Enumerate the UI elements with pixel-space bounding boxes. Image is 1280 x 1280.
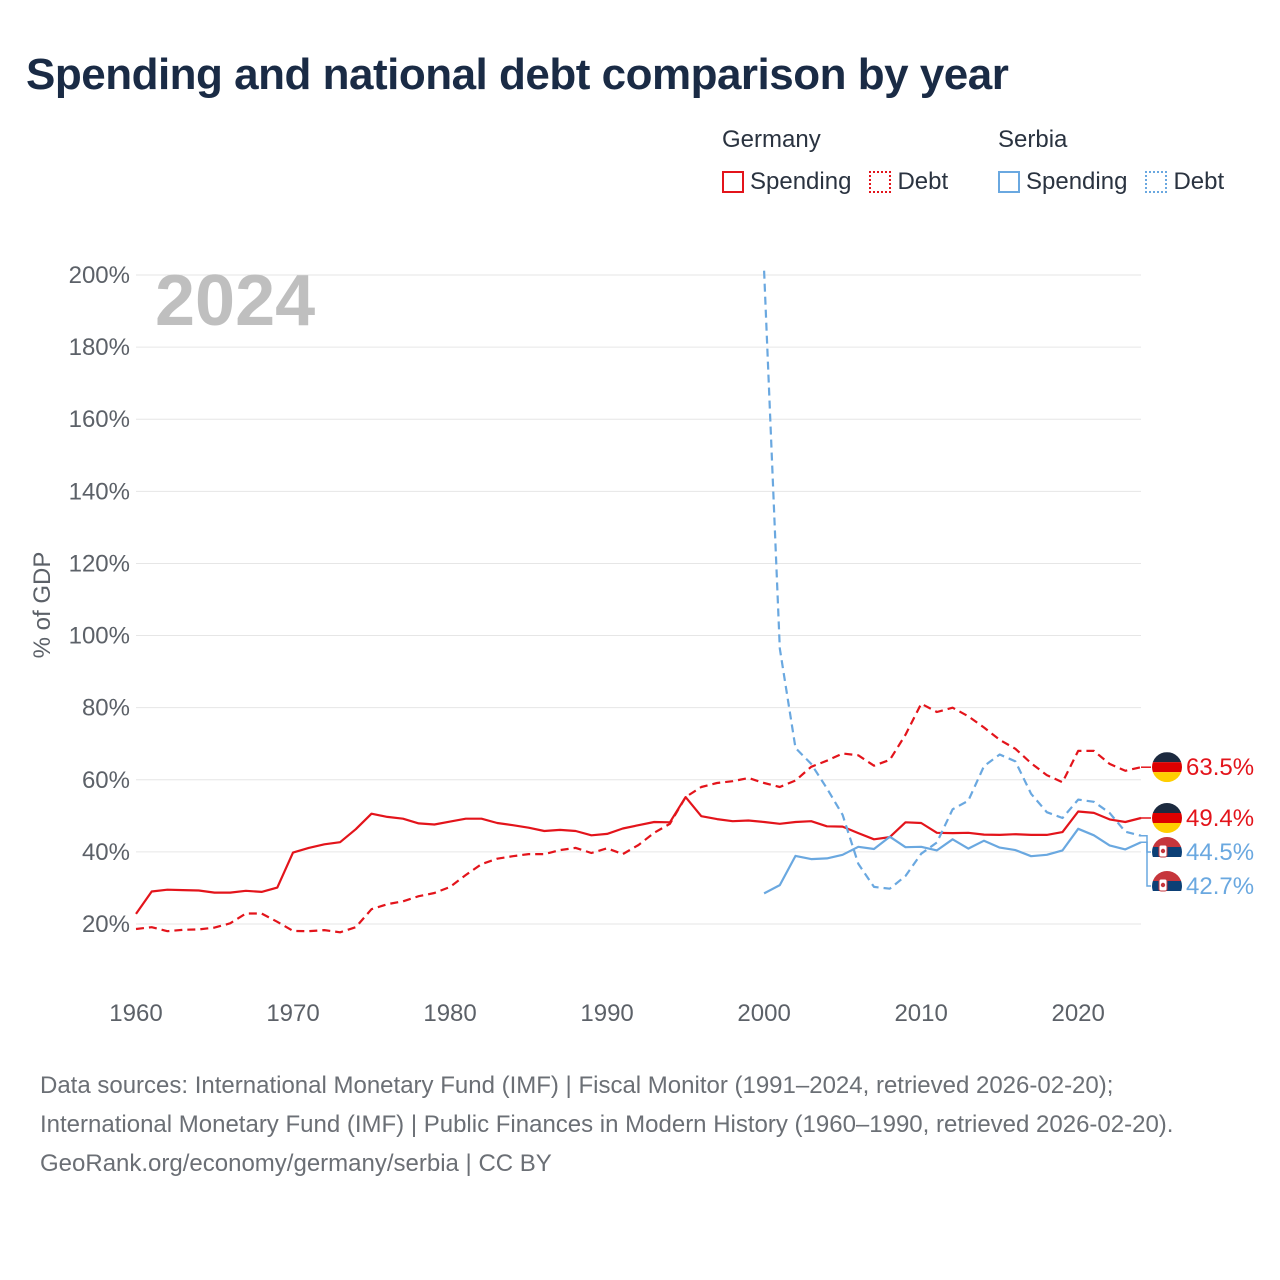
- end-value-germany-debt: 63.5%: [1186, 754, 1254, 781]
- x-tick-label: 1980: [423, 1000, 476, 1027]
- legend-item-germany-spending[interactable]: Spending: [750, 168, 852, 195]
- series-lines: [135, 270, 1142, 934]
- y-axis-label: % of GDP: [29, 552, 56, 659]
- x-tick-label: 1960: [109, 1000, 162, 1027]
- series-line-serbia-spending[interactable]: [763, 827, 1142, 895]
- x-tick-label: 1970: [266, 1000, 319, 1027]
- end-label-connector: [1141, 834, 1151, 853]
- y-tick-label: 100%: [69, 623, 130, 650]
- end-value-germany-spending: 49.4%: [1186, 805, 1254, 832]
- y-tick-label: 180%: [69, 334, 130, 361]
- end-labels: 63.5% 49.4% 44.5% 42.7%: [1141, 752, 1254, 901]
- y-tick-label: 160%: [69, 406, 130, 433]
- germany-flag-icon: [1152, 802, 1182, 833]
- y-tick-label: 120%: [69, 550, 130, 577]
- legend-item-serbia-debt[interactable]: Debt: [1173, 168, 1225, 195]
- series-line-serbia-debt[interactable]: [763, 270, 1142, 890]
- legend-group-title: Serbia: [998, 126, 1068, 153]
- legend-swatch-dotted: [869, 171, 892, 193]
- y-tick-label: 200%: [69, 262, 130, 289]
- end-value-serbia-debt: 44.5%: [1186, 839, 1254, 866]
- y-tick-label: 60%: [82, 767, 130, 794]
- y-tick-label: 80%: [82, 695, 130, 722]
- y-axis-ticks: 20% 40% 60% 80% 100% 120% 140% 160% 180% 200%: [69, 262, 130, 938]
- end-label-connector: [1141, 841, 1151, 887]
- x-tick-label: 1990: [580, 1000, 633, 1027]
- x-tick-label: 2010: [894, 1000, 947, 1027]
- legend-group-germany: Germany Spending Debt: [722, 126, 966, 196]
- legend-swatch-solid: [722, 171, 744, 193]
- line-chart: 20% 40% 60% 80% 100% 120% 140% 160% 180% 200% 196…: [29, 261, 1254, 1027]
- legend-swatch-solid: [998, 171, 1020, 193]
- series-line-germany-debt[interactable]: [135, 702, 1142, 934]
- legend-group-serbia: Serbia Spending Debt: [998, 126, 1224, 196]
- x-tick-label: 2020: [1051, 1000, 1104, 1027]
- legend-swatch-dotted: [1145, 171, 1168, 193]
- credit-link[interactable]: GeoRank.org/economy/germany/serbia | CC …: [40, 1150, 552, 1177]
- x-tick-label: 2000: [737, 1000, 790, 1027]
- germany-flag-icon: [1152, 752, 1182, 783]
- legend-item-serbia-spending[interactable]: Spending: [1026, 168, 1128, 195]
- y-tick-label: 40%: [82, 839, 130, 866]
- serbia-flag-icon: [1152, 870, 1182, 901]
- series-line-germany-spending[interactable]: [135, 795, 1142, 915]
- legend-group-title: Germany: [722, 126, 821, 153]
- footer: Data sources: International Monetary Fun…: [40, 1066, 1240, 1183]
- serbia-flag-icon: [1152, 836, 1182, 867]
- page-title: Spending and national debt comparison by…: [26, 50, 1009, 99]
- y-tick-label: 20%: [82, 911, 130, 938]
- y-tick-label: 140%: [69, 478, 130, 505]
- year-label: 2024: [155, 261, 315, 341]
- end-value-serbia-spending: 42.7%: [1186, 873, 1254, 900]
- grid-lines: [136, 274, 1141, 925]
- legend-item-germany-debt[interactable]: Debt: [897, 168, 949, 195]
- data-sources: Data sources: International Monetary Fun…: [40, 1072, 1174, 1138]
- x-axis-ticks: 1960 1970 1980 1990 2000 2010 2020: [109, 1000, 1105, 1027]
